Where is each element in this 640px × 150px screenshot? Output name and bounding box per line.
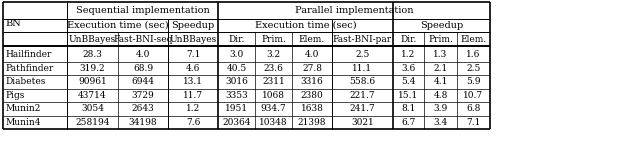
Text: 258194: 258194: [76, 118, 109, 127]
Text: 4.0: 4.0: [305, 50, 319, 59]
Text: 43714: 43714: [78, 91, 107, 100]
Text: Execution time (sec): Execution time (sec): [255, 21, 356, 30]
Text: 28.3: 28.3: [83, 50, 102, 59]
Text: 319.2: 319.2: [80, 64, 106, 73]
Text: 3054: 3054: [81, 104, 104, 113]
Text: 5.4: 5.4: [401, 77, 416, 86]
Text: 3016: 3016: [225, 77, 248, 86]
Text: Execution time (sec): Execution time (sec): [67, 21, 168, 30]
Text: 2643: 2643: [132, 104, 154, 113]
Text: 6.7: 6.7: [401, 118, 416, 127]
Text: Munin4: Munin4: [6, 118, 41, 127]
Text: 1.3: 1.3: [433, 50, 447, 59]
Text: 3021: 3021: [351, 118, 374, 127]
Text: 1.6: 1.6: [467, 50, 481, 59]
Text: BN: BN: [6, 20, 21, 28]
Text: 40.5: 40.5: [227, 64, 246, 73]
Text: Elem.: Elem.: [460, 34, 486, 43]
Text: 3353: 3353: [225, 91, 248, 100]
Text: Speedup: Speedup: [172, 21, 214, 30]
Text: Pathfinder: Pathfinder: [6, 64, 54, 73]
Text: 4.8: 4.8: [433, 91, 448, 100]
Text: Pigs: Pigs: [6, 91, 25, 100]
Text: 68.9: 68.9: [133, 64, 153, 73]
Text: 34198: 34198: [129, 118, 157, 127]
Text: 4.1: 4.1: [433, 77, 448, 86]
Text: 2380: 2380: [301, 91, 323, 100]
Text: 6944: 6944: [131, 77, 154, 86]
Text: 23.6: 23.6: [264, 64, 284, 73]
Text: 8.1: 8.1: [401, 104, 416, 113]
Text: 3.6: 3.6: [401, 64, 415, 73]
Text: 2311: 2311: [262, 77, 285, 86]
Text: 4.0: 4.0: [136, 50, 150, 59]
Text: Elem.: Elem.: [299, 34, 325, 43]
Text: 10348: 10348: [259, 118, 288, 127]
Text: 21398: 21398: [298, 118, 326, 127]
Text: 4.6: 4.6: [186, 64, 200, 73]
Text: 3316: 3316: [301, 77, 323, 86]
Text: 11.7: 11.7: [183, 91, 203, 100]
Text: Dir.: Dir.: [400, 34, 417, 43]
Text: 7.1: 7.1: [467, 118, 481, 127]
Text: UnBBayes: UnBBayes: [170, 34, 216, 43]
Text: 27.8: 27.8: [302, 64, 322, 73]
Text: Munin2: Munin2: [6, 104, 41, 113]
Text: 221.7: 221.7: [349, 91, 375, 100]
Text: 1068: 1068: [262, 91, 285, 100]
Text: 241.7: 241.7: [349, 104, 376, 113]
Text: 5.9: 5.9: [467, 77, 481, 86]
Text: 1951: 1951: [225, 104, 248, 113]
Text: Prim.: Prim.: [428, 34, 453, 43]
Text: 13.1: 13.1: [183, 77, 203, 86]
Text: Dir.: Dir.: [228, 34, 244, 43]
Text: 10.7: 10.7: [463, 91, 484, 100]
Text: Sequential implementation: Sequential implementation: [76, 6, 209, 15]
Text: 90961: 90961: [78, 77, 107, 86]
Text: 2.1: 2.1: [433, 64, 447, 73]
Text: 6.8: 6.8: [467, 104, 481, 113]
Text: 15.1: 15.1: [398, 91, 419, 100]
Text: 1.2: 1.2: [186, 104, 200, 113]
Text: 2.5: 2.5: [355, 50, 370, 59]
Text: UnBBayes: UnBBayes: [69, 34, 116, 43]
Text: Fast-BNI-seq: Fast-BNI-seq: [113, 34, 173, 43]
Text: 3.4: 3.4: [433, 118, 447, 127]
Text: 3.2: 3.2: [266, 50, 280, 59]
Text: 7.6: 7.6: [186, 118, 200, 127]
Text: 3729: 3729: [132, 91, 154, 100]
Text: 2.5: 2.5: [467, 64, 481, 73]
Text: Speedup: Speedup: [420, 21, 463, 30]
Text: 1.2: 1.2: [401, 50, 415, 59]
Text: Prim.: Prim.: [261, 34, 286, 43]
Text: 558.6: 558.6: [349, 77, 376, 86]
Text: 3.9: 3.9: [433, 104, 447, 113]
Text: 20364: 20364: [222, 118, 251, 127]
Text: Hailfinder: Hailfinder: [6, 50, 52, 59]
Text: 3.0: 3.0: [229, 50, 244, 59]
Text: 934.7: 934.7: [260, 104, 286, 113]
Text: 7.1: 7.1: [186, 50, 200, 59]
Text: 1638: 1638: [301, 104, 323, 113]
Text: 11.1: 11.1: [353, 64, 372, 73]
Text: Fast-BNI-par: Fast-BNI-par: [333, 34, 392, 43]
Text: Parallel implementation: Parallel implementation: [295, 6, 413, 15]
Text: Diabetes: Diabetes: [6, 77, 46, 86]
